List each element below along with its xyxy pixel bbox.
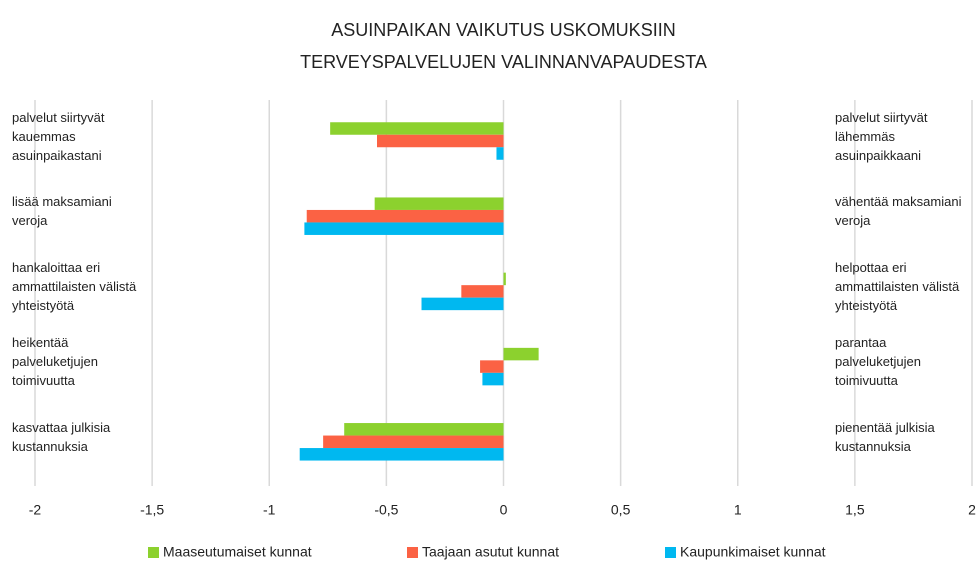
bar (306, 209, 504, 223)
left-label: hankaloittaa eri ammattilaisten välistä … (12, 259, 137, 313)
bar (480, 360, 504, 373)
bar (496, 147, 504, 160)
legend-label: Kaupunkimaiset kunnat (680, 544, 826, 560)
bar (503, 347, 539, 361)
x-tick-label: 0 (500, 502, 508, 518)
x-tick-label: -0,5 (374, 502, 398, 518)
bar (503, 272, 506, 286)
bar (421, 297, 504, 311)
bar (304, 222, 504, 235)
bar (461, 285, 504, 298)
right-label: helpottaa eri ammattilaisten välistä yht… (835, 259, 960, 313)
bar (344, 423, 504, 436)
right-label: pienentää julkisia kustannuksia (835, 419, 935, 454)
bar (323, 435, 504, 449)
x-tick-label: 2 (968, 502, 976, 518)
x-tick-label: 1 (734, 502, 742, 518)
legend-swatch (407, 547, 418, 558)
legend-label: Maaseutumaiset kunnat (163, 544, 312, 560)
left-label: palvelut siirtyvät kauemmas asuinpaikast… (12, 109, 105, 163)
right-label: vähentää maksamiani veroja (835, 194, 962, 229)
legend-swatch (148, 547, 159, 558)
left-label: lisää maksamiani veroja (12, 194, 112, 229)
legend-label: Taajaan asutut kunnat (422, 544, 559, 560)
right-label: palvelut siirtyvät lähemmäs asuinpaikkaa… (835, 109, 928, 163)
right-label: parantaa palveluketjujen toimivuutta (835, 335, 922, 389)
left-label: kasvattaa julkisia kustannuksia (12, 419, 111, 454)
bar (330, 122, 504, 135)
x-tick-label: 1,5 (845, 502, 865, 518)
x-tick-label: -2 (29, 502, 42, 518)
bar (299, 448, 504, 461)
x-tick-label: -1,5 (140, 502, 164, 518)
legend-swatch (665, 547, 676, 558)
x-tick-label: -1 (263, 502, 276, 518)
bar (374, 197, 504, 210)
bar (377, 134, 504, 148)
bar (482, 372, 504, 386)
left-label: heikentää palveluketjujen toimivuutta (12, 335, 99, 389)
chart-title: ASUINPAIKAN VAIKUTUS USKOMUKSIIN TERVEYS… (300, 20, 707, 72)
x-tick-label: 0,5 (611, 502, 631, 518)
